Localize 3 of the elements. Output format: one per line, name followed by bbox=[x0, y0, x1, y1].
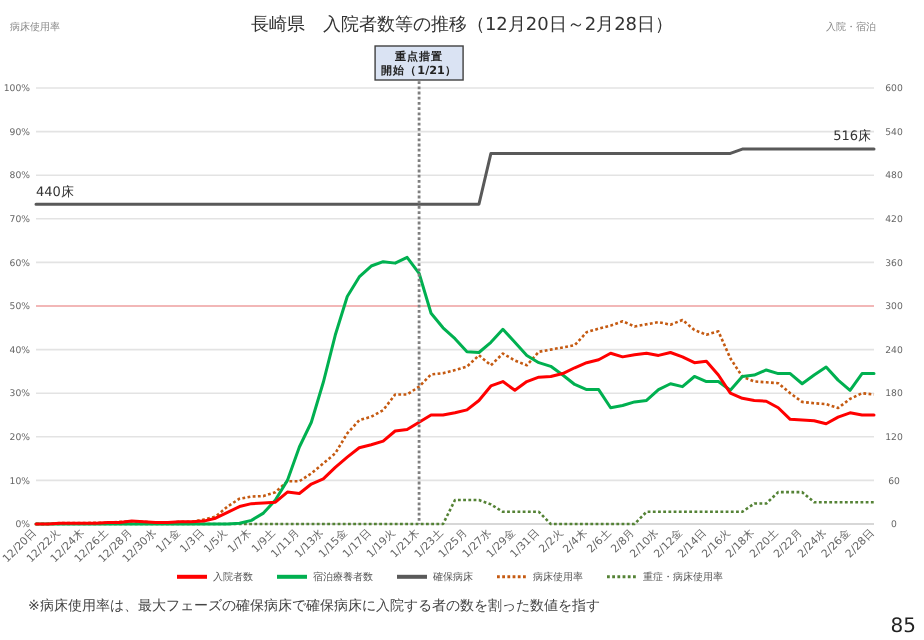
chart-title: 長崎県 入院者数等の推移（12月20日～2月28日） bbox=[250, 14, 674, 36]
line-series bbox=[34, 351, 876, 526]
text: 85 bbox=[890, 616, 916, 638]
